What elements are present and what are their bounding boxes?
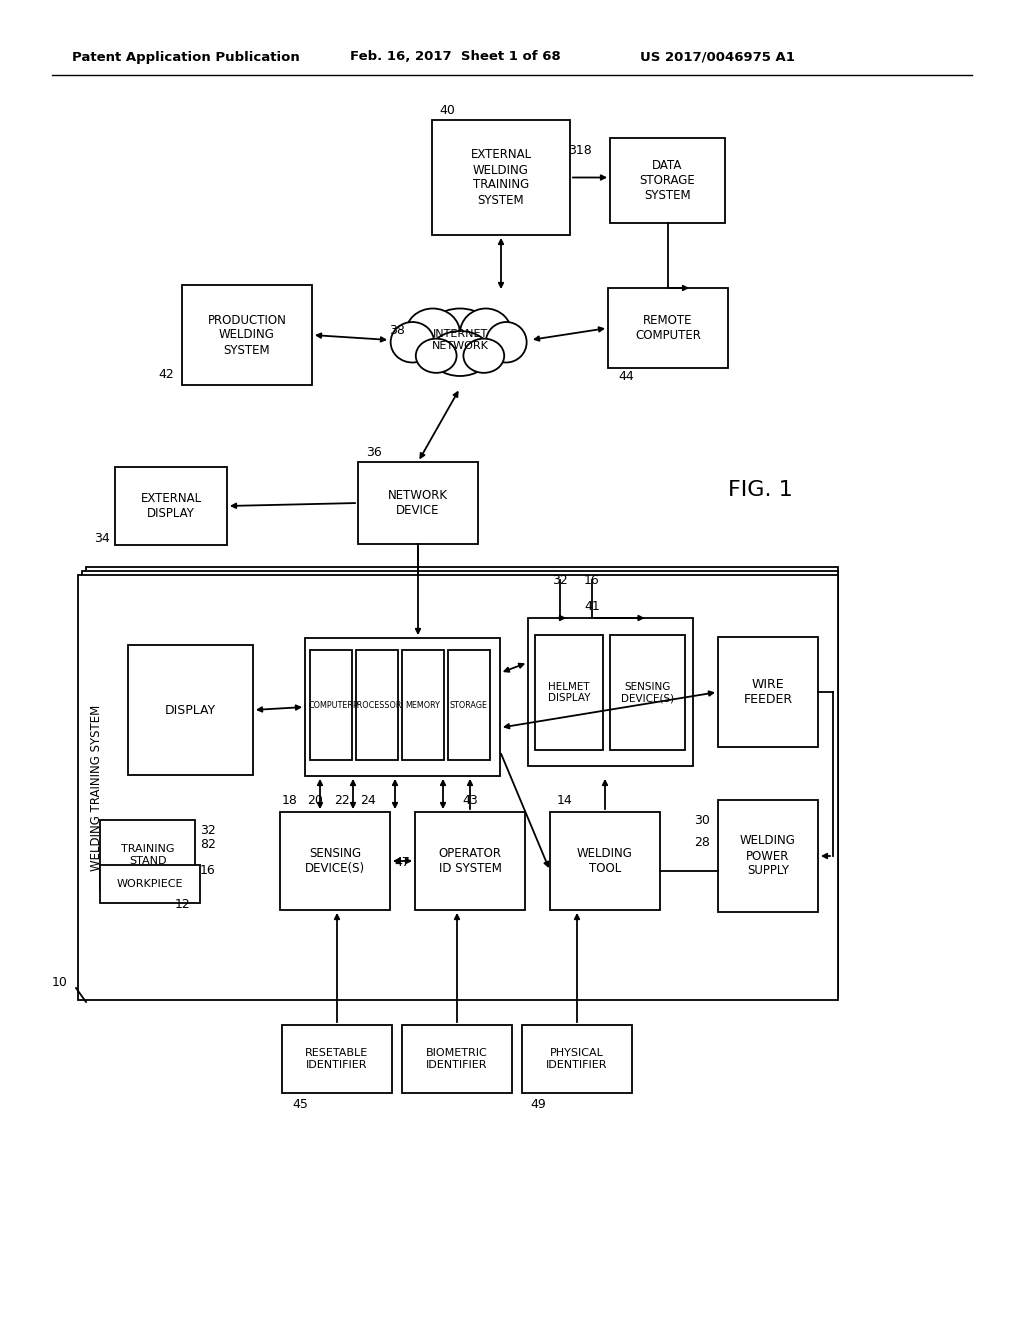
Text: 38: 38 xyxy=(389,323,406,337)
Text: 16: 16 xyxy=(584,573,600,586)
Text: Feb. 16, 2017  Sheet 1 of 68: Feb. 16, 2017 Sheet 1 of 68 xyxy=(350,50,561,63)
Ellipse shape xyxy=(390,322,434,363)
Text: 318: 318 xyxy=(568,144,592,157)
Bar xyxy=(182,285,312,385)
Text: WELDING
POWER
SUPPLY: WELDING POWER SUPPLY xyxy=(740,834,796,878)
Bar xyxy=(610,139,725,223)
Bar xyxy=(608,288,728,368)
Text: 49: 49 xyxy=(530,1098,546,1111)
Text: PROCESSOR: PROCESSOR xyxy=(352,701,401,710)
Text: 44: 44 xyxy=(618,370,634,383)
Bar xyxy=(718,638,818,747)
Text: 34: 34 xyxy=(94,532,110,545)
Bar xyxy=(610,635,685,750)
Ellipse shape xyxy=(485,322,526,363)
Text: 82: 82 xyxy=(200,838,216,851)
Text: WORKPIECE: WORKPIECE xyxy=(117,879,183,888)
Bar xyxy=(86,568,838,993)
Ellipse shape xyxy=(416,339,457,372)
Bar xyxy=(535,635,603,750)
Bar xyxy=(718,800,818,912)
Text: 16: 16 xyxy=(200,863,216,876)
Text: EXTERNAL
WELDING
TRAINING
SYSTEM: EXTERNAL WELDING TRAINING SYSTEM xyxy=(470,149,531,206)
Text: RESETABLE
IDENTIFIER: RESETABLE IDENTIFIER xyxy=(305,1048,369,1069)
Text: 40: 40 xyxy=(439,103,455,116)
Bar xyxy=(402,1026,512,1093)
Text: COMPUTER: COMPUTER xyxy=(308,701,353,710)
Text: SENSING
DEVICE(S): SENSING DEVICE(S) xyxy=(621,681,674,704)
Bar xyxy=(528,618,693,766)
Text: DATA
STORAGE
SYSTEM: DATA STORAGE SYSTEM xyxy=(640,158,695,202)
Bar xyxy=(415,812,525,909)
Bar xyxy=(280,812,390,909)
Text: REMOTE
COMPUTER: REMOTE COMPUTER xyxy=(635,314,701,342)
Text: PHYSICAL
IDENTIFIER: PHYSICAL IDENTIFIER xyxy=(546,1048,608,1069)
Bar xyxy=(100,820,195,890)
Text: INTERNET
NETWORK: INTERNET NETWORK xyxy=(431,329,488,351)
Ellipse shape xyxy=(429,331,490,376)
Text: FIG. 1: FIG. 1 xyxy=(728,480,793,500)
Text: 32: 32 xyxy=(552,573,568,586)
Text: TRAINING
STAND: TRAINING STAND xyxy=(121,845,174,866)
Text: 32: 32 xyxy=(200,824,216,837)
Bar xyxy=(115,467,227,545)
Text: 28: 28 xyxy=(694,836,710,849)
Bar xyxy=(550,812,660,909)
Text: NETWORK
DEVICE: NETWORK DEVICE xyxy=(388,488,449,517)
Text: US 2017/0046975 A1: US 2017/0046975 A1 xyxy=(640,50,795,63)
Text: STORAGE: STORAGE xyxy=(450,701,488,710)
Text: 24: 24 xyxy=(360,793,376,807)
Text: SENSING
DEVICE(S): SENSING DEVICE(S) xyxy=(305,847,366,875)
Ellipse shape xyxy=(460,309,512,358)
Text: 22: 22 xyxy=(334,793,350,807)
Bar xyxy=(82,572,838,997)
Text: WIRE
FEEDER: WIRE FEEDER xyxy=(743,678,793,706)
Bar xyxy=(432,120,570,235)
Text: DISPLAY: DISPLAY xyxy=(165,704,216,717)
Ellipse shape xyxy=(406,309,460,358)
Bar xyxy=(100,865,200,903)
Bar xyxy=(522,1026,632,1093)
Text: OPERATOR
ID SYSTEM: OPERATOR ID SYSTEM xyxy=(438,847,502,875)
Text: WELDING TRAINING SYSTEM: WELDING TRAINING SYSTEM xyxy=(89,705,102,871)
Text: BIOMETRIC
IDENTIFIER: BIOMETRIC IDENTIFIER xyxy=(426,1048,487,1069)
Text: 41: 41 xyxy=(585,599,600,612)
Ellipse shape xyxy=(464,339,504,372)
Text: 42: 42 xyxy=(159,368,174,381)
Text: 14: 14 xyxy=(557,793,572,807)
Text: 10: 10 xyxy=(52,975,68,989)
Bar xyxy=(282,1026,392,1093)
Text: Patent Application Publication: Patent Application Publication xyxy=(72,50,300,63)
Text: 47: 47 xyxy=(394,855,410,869)
Text: 30: 30 xyxy=(694,813,710,826)
Text: WELDING
TOOL: WELDING TOOL xyxy=(578,847,633,875)
Text: MEMORY: MEMORY xyxy=(406,701,440,710)
Bar xyxy=(128,645,253,775)
Bar xyxy=(356,649,398,760)
Text: 45: 45 xyxy=(292,1098,308,1111)
Text: 12: 12 xyxy=(175,899,190,912)
Text: 18: 18 xyxy=(282,793,298,807)
Text: 43: 43 xyxy=(462,793,478,807)
Ellipse shape xyxy=(423,309,498,371)
Bar xyxy=(402,649,444,760)
Text: PRODUCTION
WELDING
SYSTEM: PRODUCTION WELDING SYSTEM xyxy=(208,314,287,356)
Bar xyxy=(305,638,500,776)
Text: 20: 20 xyxy=(307,793,323,807)
Text: HELMET
DISPLAY: HELMET DISPLAY xyxy=(548,681,590,704)
Text: 36: 36 xyxy=(366,446,382,458)
Bar xyxy=(358,462,478,544)
Bar xyxy=(449,649,490,760)
Bar xyxy=(78,576,838,1001)
Bar xyxy=(310,649,352,760)
Text: EXTERNAL
DISPLAY: EXTERNAL DISPLAY xyxy=(140,492,202,520)
